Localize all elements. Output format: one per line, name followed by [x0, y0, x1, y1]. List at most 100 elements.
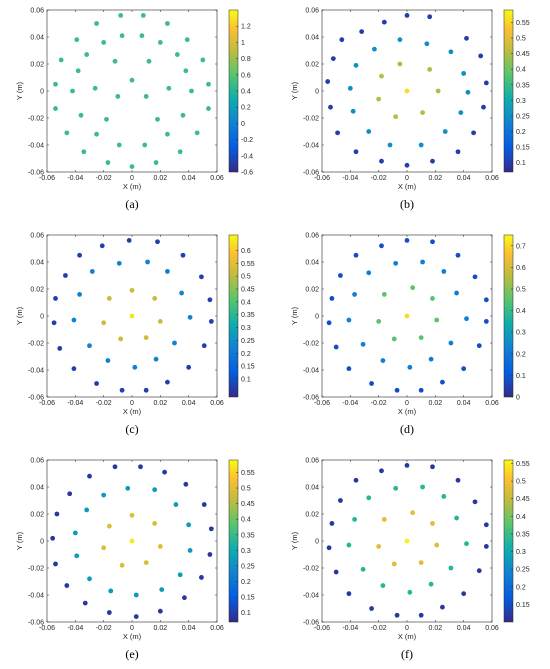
data-point	[455, 252, 461, 258]
y-tick-label: 0	[315, 539, 319, 546]
data-point	[112, 464, 118, 470]
x-tick-label: -0.02	[371, 175, 387, 182]
data-point	[387, 142, 393, 148]
data-point	[94, 381, 99, 386]
chart-panel: -0.06 -0.04 -0.02 0 0.02 0.04 0.06 0.06 0.04 0.02…	[15, 458, 255, 662]
colorbar-tick-label: 0.15	[241, 364, 255, 371]
data-point	[328, 104, 333, 110]
y-tick-label: 0.06	[30, 233, 44, 240]
panel-caption: (a)	[125, 197, 138, 211]
data-point	[404, 162, 410, 168]
y-tick-label: 0.06	[305, 8, 319, 15]
data-point	[339, 37, 345, 43]
data-point	[71, 317, 77, 323]
x-tick-label: 0	[405, 625, 409, 632]
colorbar-tick-label: 0.2	[516, 351, 526, 358]
data-point	[454, 515, 459, 521]
y-axis-label: Y (m)	[15, 81, 24, 100]
data-point	[105, 160, 111, 165]
x-tick-label: 0	[130, 175, 134, 182]
y-axis-label: Y (m)	[15, 306, 24, 325]
data-point	[101, 492, 107, 498]
data-point	[440, 604, 445, 610]
colorbar-tick-label: 0.1	[516, 160, 526, 167]
y-tick-label: 0.02	[30, 62, 44, 69]
data-point	[183, 68, 189, 74]
colorbar-tick-label: 0.4	[241, 517, 251, 524]
colorbar-tick-label: 0.2	[241, 105, 251, 112]
colorbar-tick-label: 0.3	[516, 330, 526, 337]
data-point	[407, 589, 413, 595]
data-point	[173, 502, 179, 507]
data-point	[448, 565, 454, 571]
data-point	[129, 313, 135, 319]
data-point	[119, 33, 125, 39]
data-point	[435, 88, 441, 94]
data-point	[116, 260, 122, 266]
chart-panel: -0.06 -0.04 -0.02 0 0.02 0.04 0.06 0.06 0.04 0.02…	[15, 8, 253, 212]
x-tick-label: 0.02	[154, 625, 168, 632]
x-tick-label: -0.02	[96, 625, 112, 632]
colorbar-tick-label: 1.2	[241, 24, 251, 31]
panel-caption: (f)	[401, 647, 413, 661]
y-tick-label: 0.02	[305, 62, 319, 69]
data-point	[381, 19, 387, 25]
data-point	[139, 33, 145, 39]
data-point	[77, 252, 82, 258]
data-point	[333, 569, 339, 575]
colorbar-tick-label: 0.2	[241, 351, 251, 358]
data-point	[404, 88, 410, 94]
colorbar	[503, 9, 514, 173]
data-point	[152, 487, 158, 493]
data-point	[427, 67, 433, 72]
data-point	[165, 379, 170, 385]
data-point	[381, 292, 387, 297]
data-point	[420, 484, 425, 490]
data-point	[430, 158, 435, 164]
data-point	[201, 502, 207, 507]
data-point	[208, 319, 214, 324]
data-point	[434, 542, 440, 548]
data-point	[393, 260, 399, 266]
data-point	[458, 110, 464, 115]
data-point	[115, 94, 121, 99]
colorbar-tick-label: 1	[241, 40, 245, 47]
data-point	[138, 464, 143, 470]
x-tick-label: 0.06	[210, 625, 224, 632]
y-tick-label: -0.02	[303, 116, 319, 123]
data-point	[172, 340, 177, 346]
x-tick-label: -0.02	[371, 400, 387, 407]
y-axis-label: Y (m)	[290, 306, 299, 325]
y-tick-label: 0.06	[30, 8, 44, 15]
data-point	[129, 164, 135, 170]
x-tick-label: 0.04	[457, 400, 471, 407]
y-tick-label: 0.02	[305, 287, 319, 294]
data-point	[335, 130, 340, 136]
y-tick-label: -0.06	[28, 620, 44, 627]
data-point	[94, 131, 99, 137]
data-point	[418, 612, 424, 618]
data-point	[166, 85, 172, 91]
y-tick-label: -0.04	[28, 368, 44, 375]
data-point	[379, 468, 384, 474]
x-tick-label: 0.06	[210, 400, 224, 407]
data-point	[74, 553, 80, 559]
data-point	[410, 510, 416, 516]
data-point	[346, 317, 352, 323]
data-point	[430, 239, 435, 245]
colorbar-tick-label: 0.55	[516, 20, 530, 27]
data-point	[194, 130, 200, 136]
data-point	[153, 356, 159, 362]
y-tick-label: 0.04	[30, 35, 44, 42]
y-tick-label: 0.02	[30, 512, 44, 519]
data-point	[394, 612, 400, 618]
x-tick-label: -0.06	[39, 625, 55, 632]
data-point	[64, 583, 70, 588]
data-point	[360, 566, 366, 572]
data-point	[483, 544, 489, 549]
colorbar-tick-label: 0	[516, 395, 520, 402]
data-point	[430, 296, 435, 301]
data-point	[74, 37, 80, 43]
data-point	[464, 316, 469, 322]
colorbar-tick-label: 0.25	[241, 338, 255, 345]
